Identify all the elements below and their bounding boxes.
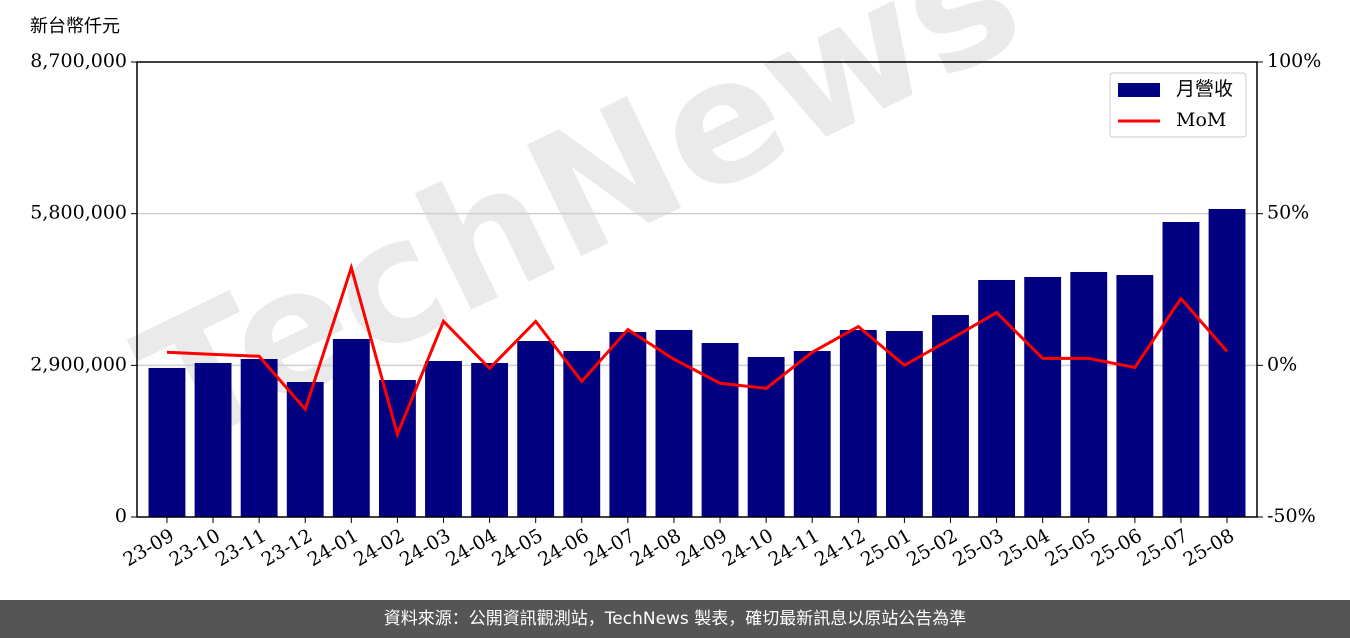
x-tick-label: 25-04	[995, 525, 1053, 571]
bar	[839, 329, 877, 517]
y2-tick-label: -50%	[1267, 505, 1316, 527]
x-tick-label: 24-08	[627, 525, 685, 571]
bar	[609, 332, 647, 517]
bar	[701, 343, 739, 517]
y2-tick-label: 100%	[1267, 50, 1321, 72]
y-tick-label: 2,900,000	[30, 353, 127, 375]
bar	[148, 367, 186, 517]
x-tick-label: 24-09	[673, 525, 731, 571]
x-tick-label: 24-11	[765, 525, 823, 571]
x-tick-label: 25-02	[903, 525, 961, 571]
legend-swatch	[1118, 83, 1160, 97]
x-tick-label: 25-06	[1087, 525, 1145, 571]
bar	[425, 360, 462, 517]
bar	[932, 315, 969, 517]
bar	[240, 359, 278, 517]
x-tick-label: 24-02	[350, 525, 408, 571]
x-tick-label: 25-05	[1041, 525, 1099, 571]
plot-frame	[136, 61, 1258, 518]
x-tick-label: 25-01	[857, 525, 915, 571]
footer: 資料來源：公開資訊觀測站，TechNews 製表，確切最新訊息以原站公告為準	[384, 609, 966, 629]
x-tick-label: 25-03	[949, 525, 1007, 571]
y-tick-label: 8,700,000	[30, 50, 127, 72]
bar	[1208, 209, 1246, 517]
y2-tick-label: 50%	[1267, 202, 1309, 224]
y2-tick-label: 0%	[1267, 353, 1297, 375]
bar	[332, 338, 370, 517]
bar	[885, 331, 923, 517]
x-tick-label: 24-10	[719, 525, 777, 571]
bar	[286, 382, 324, 517]
y-tick-label: 0	[115, 505, 127, 527]
x-tick-label: 23-11	[212, 525, 270, 571]
bar	[978, 279, 1016, 517]
x-tick-label: 23-10	[166, 525, 224, 571]
x-tick-label: 25-08	[1180, 525, 1238, 571]
x-tick-label: 25-07	[1134, 525, 1192, 571]
footer-bar	[0, 600, 1350, 638]
x-tick-label: 24-07	[580, 525, 638, 571]
line	[166, 262, 1229, 439]
bar	[1024, 277, 1062, 517]
bar	[1162, 221, 1200, 517]
bar	[471, 362, 509, 517]
bar	[517, 341, 555, 517]
bar	[194, 362, 232, 517]
x-tick-label: 24-03	[396, 525, 454, 571]
y-axis-label: 新台幣仟元	[30, 16, 120, 37]
bar	[655, 329, 693, 517]
x-tick-label: 24-06	[534, 525, 592, 571]
x-tick-label: 24-05	[488, 525, 546, 571]
bar	[1116, 275, 1154, 517]
x-tick-label: 24-04	[442, 525, 500, 571]
bar	[563, 351, 601, 517]
x-tick-label: 23-09	[120, 525, 178, 571]
bar	[1070, 271, 1108, 517]
x-tick-label: 24-12	[811, 525, 869, 571]
legend-label: 月營收	[1176, 78, 1233, 100]
x-tick-label: 24-01	[304, 525, 362, 571]
bar	[747, 357, 785, 517]
x-tick-label: 23-12	[258, 525, 316, 571]
y-tick-label: 5,800,000	[30, 202, 127, 224]
legend-label: MoM	[1176, 109, 1226, 131]
bar	[793, 351, 831, 517]
